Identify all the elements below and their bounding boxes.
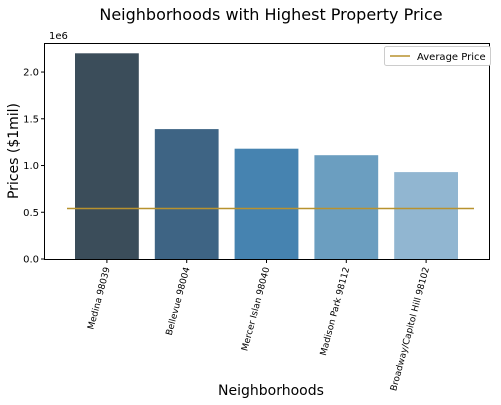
y-tick-label: 2.0 — [23, 68, 39, 79]
bar-madison-park-98112 — [314, 155, 379, 259]
legend: Average Price — [384, 46, 491, 66]
x-axis-ticks: Medina 98039 Bellevue 98004 Mercer Islan 9… — [87, 259, 432, 392]
x-tick-label: Broadway/Capitol Hill 98102 — [389, 266, 432, 392]
x-tick-label: Mercer Islan 98040 — [240, 266, 272, 352]
x-tick-label: Medina 98039 — [87, 266, 113, 331]
x-tick-label: Bellevue 98004 — [165, 266, 193, 337]
y-tick-label: 1.0 — [23, 161, 39, 172]
bar-broadway-capitol-hill-98102 — [394, 172, 458, 259]
x-axis-label: Neighborhoods — [218, 383, 324, 399]
bars-group — [75, 53, 458, 259]
bar-medina-98039 — [75, 53, 139, 259]
y-axis-offset-label: 1e6 — [49, 31, 68, 42]
chart-title: Neighborhoods with Highest Property Pric… — [99, 5, 442, 24]
legend-label-average-price: Average Price — [417, 52, 486, 63]
y-axis-ticks: 0.0 0.5 1.0 1.5 2.0 — [23, 68, 45, 266]
bar-mercer-islan-98040 — [234, 148, 299, 259]
bar-bellevue-98004 — [154, 129, 219, 259]
y-tick-label: 0.0 — [23, 255, 39, 266]
y-tick-label: 0.5 — [23, 208, 39, 219]
x-tick-label: Madison Park 98112 — [319, 266, 352, 357]
y-axis-label: Prices ($1mil) — [6, 103, 22, 199]
y-tick-label: 1.5 — [23, 114, 39, 125]
legend-box — [384, 46, 491, 66]
